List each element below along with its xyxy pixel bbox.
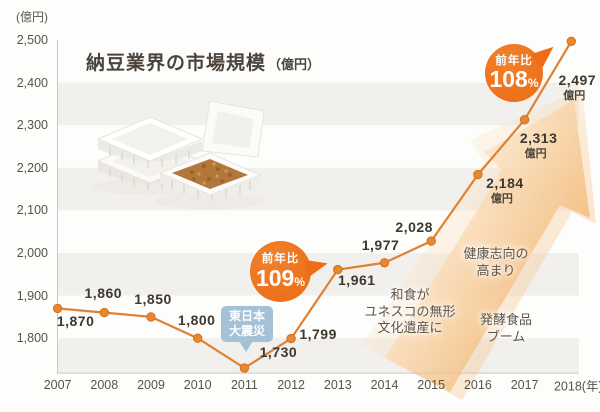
natto-packs-illustration	[92, 100, 266, 209]
annotation-fermented-boom: 発酵食品 ブーム	[446, 312, 566, 345]
yoy-badge-label: 前年比	[495, 54, 533, 67]
open-pack-tray	[159, 152, 261, 201]
yoy-value: 109	[255, 264, 295, 291]
percent-sign: %	[294, 274, 306, 289]
yoy-badge-value: 108%	[489, 67, 538, 91]
percent-sign: %	[527, 76, 539, 91]
annotation-line: 和食が	[390, 287, 430, 302]
data-point	[473, 169, 483, 180]
data-point	[99, 307, 110, 318]
natto-beans	[172, 159, 248, 189]
data-point	[52, 303, 63, 314]
data-point	[193, 333, 203, 343]
yoy-badge-label: 前年比	[261, 253, 300, 266]
open-pack-lid	[201, 100, 265, 158]
data-point	[333, 264, 343, 275]
yoy-value: 108	[489, 66, 528, 93]
data-point	[379, 258, 390, 268]
tooltip-line: 東日本	[228, 309, 265, 323]
y-axis-unit-label: (億円)	[16, 10, 48, 24]
yoy-badge-value: 109%	[256, 266, 305, 290]
annotation-line: ブーム	[486, 328, 526, 344]
data-point	[286, 333, 296, 344]
annotation-line: 文化遺産に	[377, 320, 443, 335]
tooltip-pointer	[239, 341, 253, 352]
data-point	[519, 115, 530, 125]
data-point	[239, 363, 250, 373]
tooltip-line: 大震災	[228, 324, 265, 338]
data-point	[426, 236, 436, 246]
annotation-health-trend: 健康志向の 高まり	[436, 246, 556, 279]
series-line	[57, 40, 573, 370]
chart-title: 納豆業界の市場規模 （億円）	[86, 48, 320, 75]
yoy-badge-2018: 前年比 108%	[485, 40, 560, 102]
earthquake-event-tooltip: 東日本 大震災	[221, 306, 273, 352]
chart-title-text: 納豆業界の市場規模	[86, 53, 267, 74]
closed-pack-top	[97, 116, 203, 168]
annotation-washoku-unesco: 和食が ユネスコの無形 文化遺産に	[340, 287, 480, 337]
annotation-line: 発酵食品	[479, 312, 532, 327]
annotation-line: 高まり	[476, 262, 516, 278]
annotation-line: ユネスコの無形	[364, 303, 456, 319]
yoy-badge-2013: 前年比 109%	[250, 241, 330, 302]
trend-arrow	[385, 100, 590, 392]
annotation-line: 健康志向の	[463, 246, 529, 261]
data-point	[566, 36, 576, 46]
chart-title-unit: （億円）	[268, 57, 321, 72]
data-point	[146, 312, 156, 322]
